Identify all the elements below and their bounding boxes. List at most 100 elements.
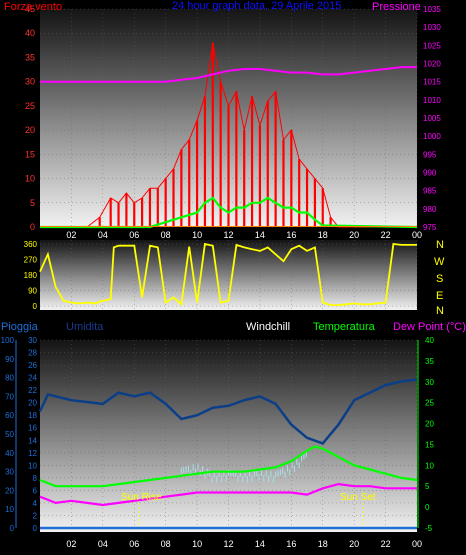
tick-labels: 0510152025303540459759809859909951000100…	[1, 4, 442, 549]
windchill-legend: Windchill	[246, 321, 290, 333]
time-tick-label: 20	[349, 230, 359, 240]
pressure-tick-label: 1025	[423, 41, 441, 50]
rain-tick-label: 10	[28, 461, 37, 470]
time-tick-label: 12	[223, 230, 233, 240]
pressure-tick-label: 975	[423, 223, 437, 232]
humidity-tick-label: 70	[5, 392, 14, 401]
direction-label-s: S	[436, 273, 443, 285]
rain-tick-label: 14	[28, 436, 37, 445]
lower-time-tick-label: 02	[66, 539, 76, 549]
rain-tick-label: 18	[28, 411, 37, 420]
time-tick-label: 18	[318, 230, 328, 240]
temperature-legend: Temperatura	[313, 321, 376, 333]
time-tick-label: 02	[66, 230, 76, 240]
humidity-tick-label: 20	[5, 486, 14, 495]
wind-tick-label: 45	[25, 4, 35, 14]
rain-tick-label: 16	[28, 424, 37, 433]
direction-tick-label: 180	[24, 271, 38, 280]
temperature-tick-label: 15	[425, 440, 434, 449]
wind-direction-line	[39, 242, 417, 307]
humidity-tick-label: 0	[10, 524, 15, 533]
rain-tick-label: 20	[28, 399, 37, 408]
time-tick-label: 14	[255, 230, 265, 240]
wind-tick-label: 25	[25, 101, 35, 111]
temperature-tick-label: 30	[425, 378, 434, 387]
rain-tick-label: 28	[28, 349, 37, 358]
humidity-tick-label: 100	[1, 336, 15, 345]
time-tick-label: 00	[412, 230, 422, 240]
time-tick-label: 04	[98, 230, 108, 240]
direction-tick-label: 360	[24, 240, 38, 249]
rain-tick-label: 30	[28, 336, 37, 345]
time-tick-label: 10	[192, 230, 202, 240]
lower-time-tick-label: 00	[412, 539, 422, 549]
wind-tick-label: 0	[30, 222, 35, 232]
lower-time-tick-label: 04	[98, 539, 108, 549]
direction-label-e: E	[436, 290, 443, 302]
lower-time-tick-label: 14	[255, 539, 265, 549]
temperature-tick-label: 25	[425, 399, 434, 408]
pressure-tick-label: 1015	[423, 78, 441, 87]
pressure-line	[40, 66, 417, 83]
dewpoint-line	[39, 482, 417, 507]
wind-tick-label: 15	[25, 149, 35, 159]
rain-tick-label: 6	[33, 486, 38, 495]
rain-tick-label: 12	[28, 449, 37, 458]
pressure-tick-label: 985	[423, 187, 437, 196]
temperature-line	[39, 445, 418, 488]
temperature-tick-label: 10	[425, 461, 434, 470]
pressure-tick-label: 1030	[423, 23, 441, 32]
sunrise-label: Sun Rise	[121, 492, 162, 503]
humidity-tick-label: 60	[5, 411, 14, 420]
lower-time-tick-label: 08	[161, 539, 171, 549]
wind-tick-label: 20	[25, 125, 35, 135]
lower-time-tick-label: 06	[129, 539, 139, 549]
humidity-axis-title: Umidita	[66, 321, 104, 333]
humidity-tick-label: 50	[5, 430, 14, 439]
avg-wind-line	[40, 196, 418, 229]
wind-tick-label: 10	[25, 174, 35, 184]
lower-time-tick-label: 16	[286, 539, 296, 549]
wind-tick-label: 5	[30, 198, 35, 208]
direction-label-w: W	[434, 256, 445, 268]
direction-tick-label: 0	[33, 302, 38, 311]
pressure-axis-title: Pressione	[372, 1, 421, 13]
lower-time-tick-label: 22	[381, 539, 391, 549]
rain-tick-label: 8	[33, 474, 38, 483]
time-tick-label: 16	[286, 230, 296, 240]
pressure-tick-label: 1010	[423, 96, 441, 105]
pressure-tick-label: 990	[423, 169, 437, 178]
chart-title: 24 hour graph data, 29 Aprile 2015	[172, 0, 341, 12]
humidity-tick-label: 10	[5, 505, 14, 514]
sunset-label: Sun Set	[340, 492, 376, 503]
dewpoint-legend: Dew Point (°C)	[393, 321, 466, 333]
direction-tick-label: 270	[24, 256, 38, 265]
pressure-tick-label: 980	[423, 205, 437, 214]
wind-axis-title: Forza vento	[4, 1, 62, 13]
time-tick-label: 22	[381, 230, 391, 240]
chart-marks	[38, 42, 418, 530]
lower-time-tick-label: 20	[349, 539, 359, 549]
lower-time-tick-label: 12	[223, 539, 233, 549]
temperature-tick-label: 40	[425, 336, 434, 345]
rain-tick-label: 0	[33, 524, 38, 533]
time-tick-label: 06	[129, 230, 139, 240]
wind-gust-line	[40, 42, 417, 228]
rain-tick-label: 26	[28, 361, 37, 370]
wind-tick-label: 35	[25, 52, 35, 62]
pressure-tick-label: 1005	[423, 114, 441, 123]
lower-time-tick-label: 10	[192, 539, 202, 549]
rain-tick-label: 24	[28, 374, 37, 383]
temperature-tick-label: 20	[425, 420, 434, 429]
humidity-tick-label: 30	[5, 468, 14, 477]
rain-tick-label: 4	[33, 499, 38, 508]
pressure-tick-label: 995	[423, 150, 437, 159]
rain-tick-label: 2	[33, 511, 38, 520]
direction-label-n: N	[436, 239, 444, 251]
time-tick-label: 08	[161, 230, 171, 240]
humidity-line	[38, 378, 418, 445]
lower-time-tick-label: 18	[318, 539, 328, 549]
humidity-tick-label: 90	[5, 355, 14, 364]
direction-tick-label: 90	[28, 287, 37, 296]
